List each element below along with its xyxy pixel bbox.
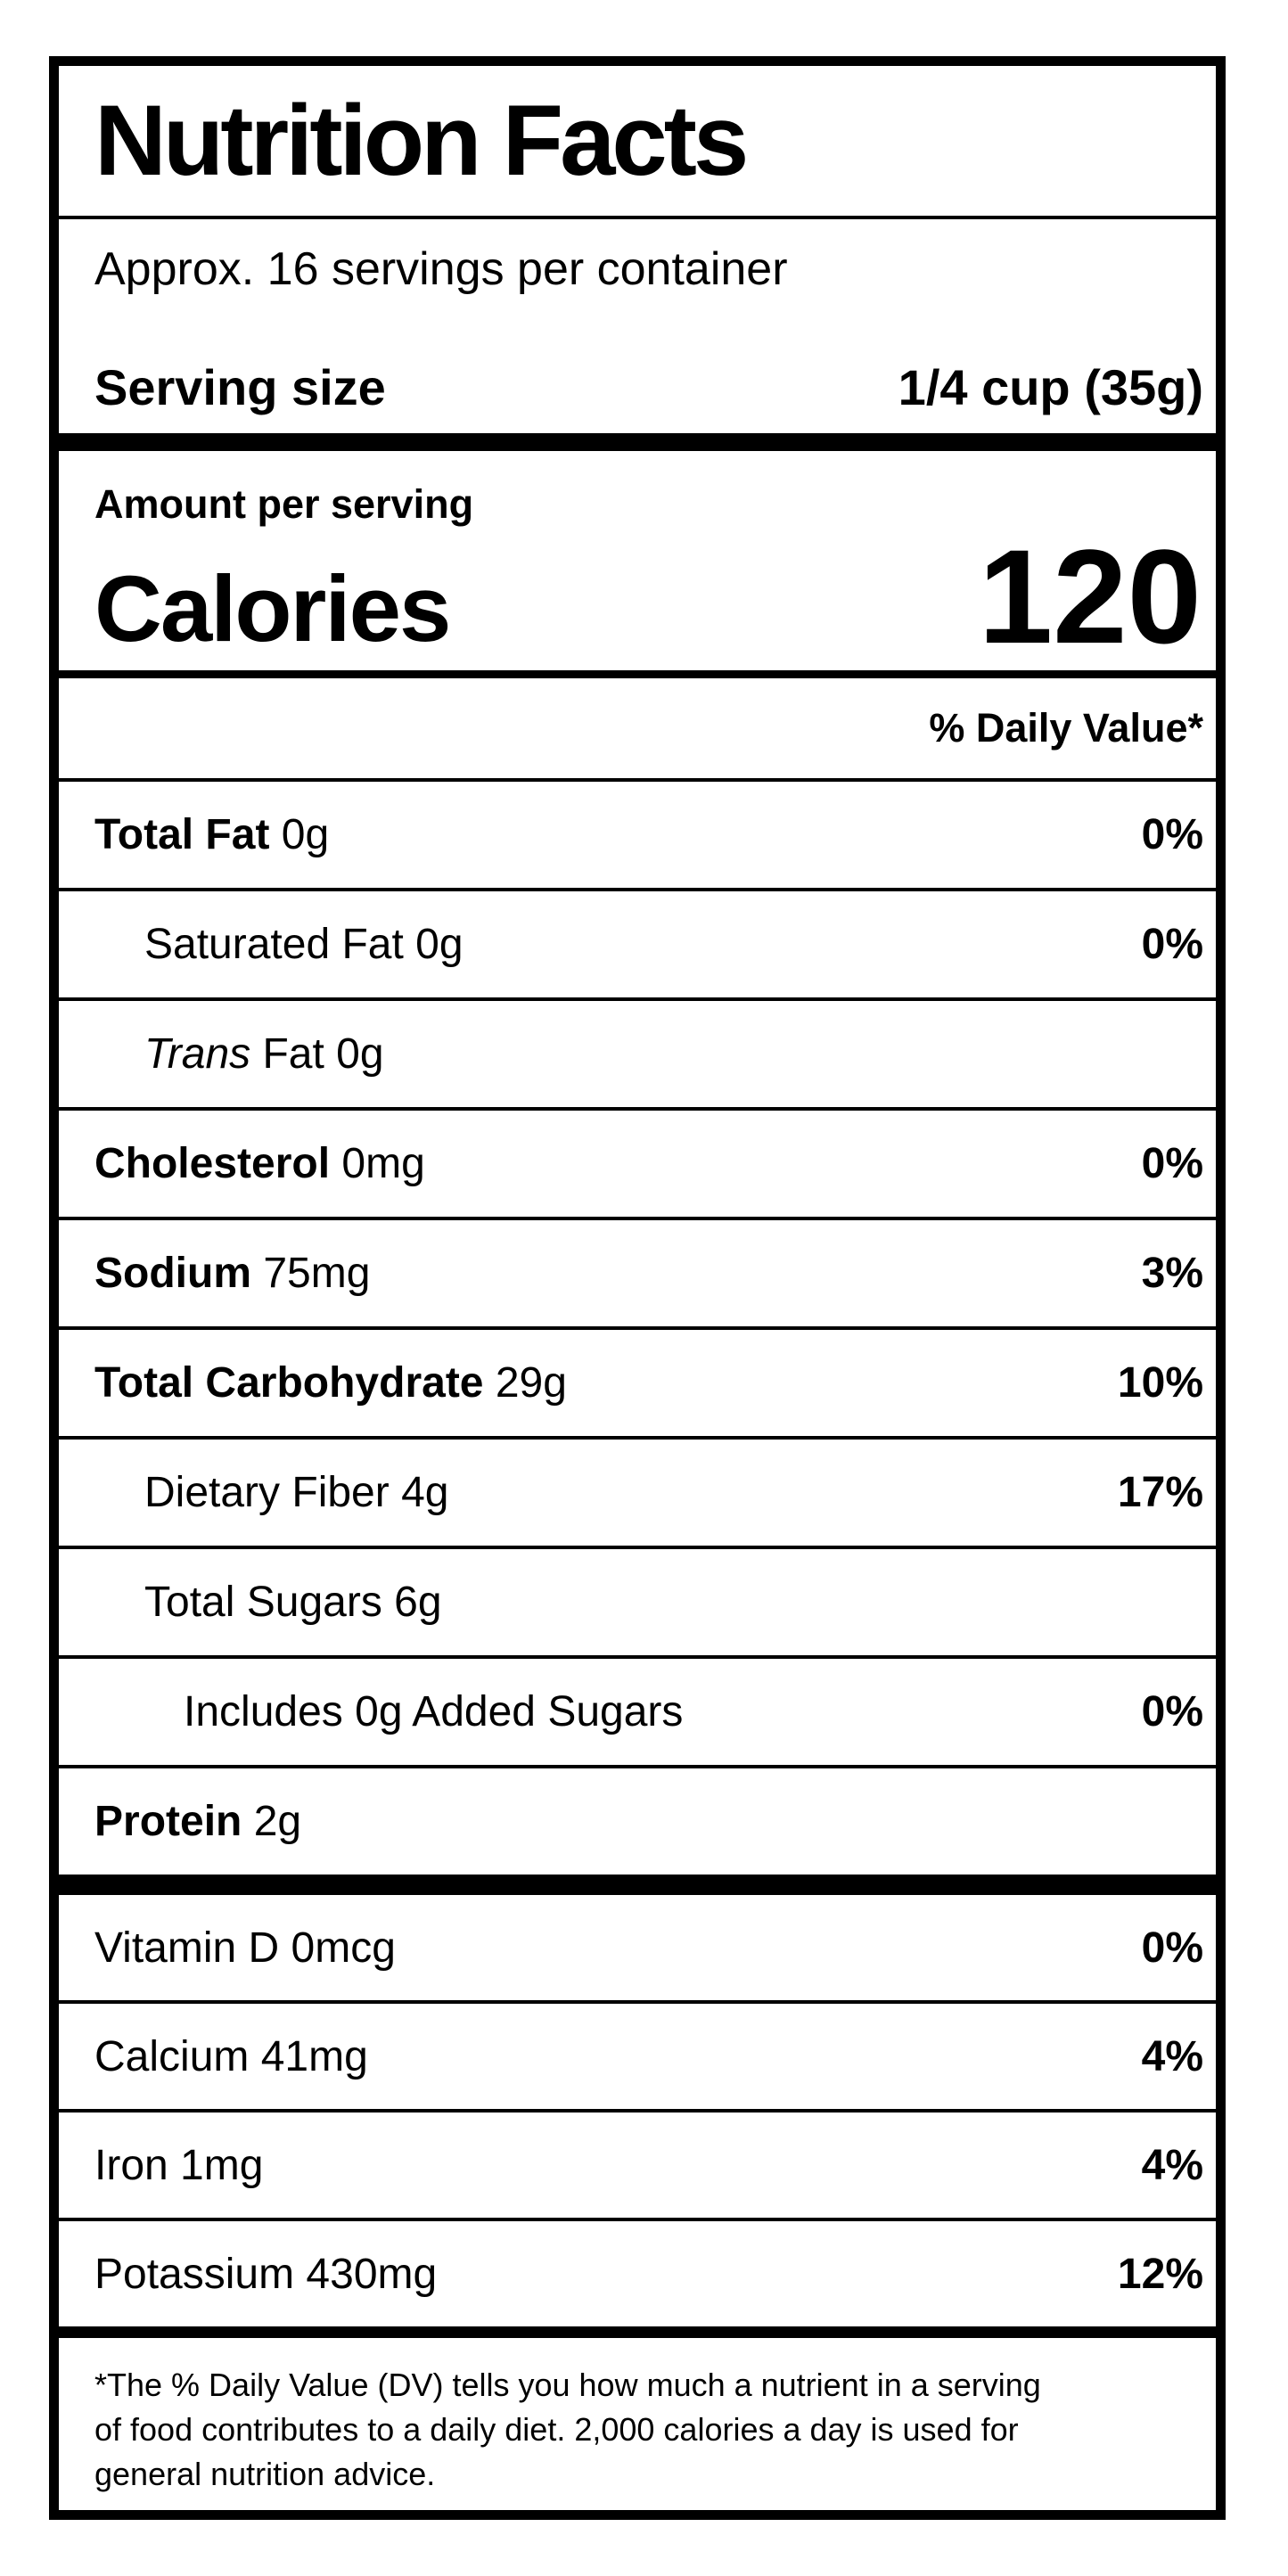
daily-value: 0% — [1141, 811, 1203, 858]
footnote-line: general nutrition advice. — [94, 2456, 436, 2492]
nutrient-amount: Calcium 41mg — [94, 2032, 368, 2080]
row-trans-fat: Trans Fat 0g — [59, 1001, 1216, 1111]
nutrient-amount: 75mg — [251, 1250, 371, 1297]
nutrient-name: Total Carbohydrate 29g — [94, 1358, 567, 1407]
row-iron: Iron 1mg 4% — [59, 2112, 1216, 2221]
nutrient-italic: Trans — [144, 1030, 251, 1078]
serving-size-label: Serving size — [94, 359, 386, 416]
row-calcium: Calcium 41mg 4% — [59, 2004, 1216, 2112]
row-total-carbohydrate: Total Carbohydrate 29g 10% — [59, 1330, 1216, 1440]
nutrient-name: Saturated Fat 0g — [94, 920, 464, 969]
nutrient-amount: 0mg — [330, 1140, 425, 1187]
daily-value: 10% — [1117, 1359, 1203, 1407]
nutrient-name: Potassium 430mg — [94, 2250, 437, 2299]
nutrient-strong: Total Carbohydrate — [94, 1359, 484, 1407]
row-dietary-fiber: Dietary Fiber 4g 17% — [59, 1440, 1216, 1549]
label-title: Nutrition Facts — [94, 85, 749, 196]
daily-value: 4% — [1141, 2141, 1203, 2189]
footnote-line: of food contributes to a daily diet. 2,0… — [94, 2411, 1019, 2448]
row-protein: Protein 2g — [59, 1768, 1216, 1875]
nutrient-name: Iron 1mg — [94, 2141, 263, 2190]
daily-value: 3% — [1141, 1250, 1203, 1297]
nutrient-name: Total Fat 0g — [94, 810, 329, 859]
nutrient-amount: Includes 0g Added Sugars — [184, 1688, 684, 1735]
nutrient-amount: Total Sugars 6g — [144, 1579, 442, 1626]
nutrition-facts-label: Nutrition Facts Approx. 16 servings per … — [49, 56, 1226, 2520]
daily-value: 12% — [1117, 2250, 1203, 2298]
nutrient-name: Trans Fat 0g — [94, 1030, 384, 1079]
footnote-line: *The % Daily Value (DV) tells you how mu… — [94, 2367, 1041, 2403]
nutrient-amount: Potassium 430mg — [94, 2250, 438, 2298]
amount-per-serving-label: Amount per serving — [94, 481, 474, 527]
nutrient-strong: Sodium — [94, 1250, 251, 1297]
nutrient-name: Protein 2g — [94, 1797, 301, 1846]
nutrient-name: Total Sugars 6g — [94, 1578, 442, 1627]
daily-value: 4% — [1141, 2032, 1203, 2080]
thick-divider-protein — [59, 1875, 1216, 1895]
nutrient-strong: Protein — [94, 1798, 242, 1845]
medium-divider-calories — [59, 670, 1216, 678]
row-potassium: Potassium 430mg 12% — [59, 2221, 1216, 2326]
row-added-sugars: Includes 0g Added Sugars 0% — [59, 1659, 1216, 1768]
serving-size-value: 1/4 cup (35g) — [898, 359, 1203, 416]
nutrient-strong: Cholesterol — [94, 1140, 331, 1187]
nutrient-amount: Vitamin D 0mcg — [94, 1924, 396, 1972]
row-sodium: Sodium 75mg 3% — [59, 1220, 1216, 1330]
row-total-fat: Total Fat 0g 0% — [59, 782, 1216, 891]
row-cholesterol: Cholesterol 0mg 0% — [59, 1111, 1216, 1220]
medium-divider-footnote — [59, 2326, 1216, 2338]
calories-label: Calories — [94, 557, 451, 661]
row-total-sugars: Total Sugars 6g — [59, 1549, 1216, 1659]
daily-value: 0% — [1141, 1140, 1203, 1187]
daily-value: 0% — [1141, 921, 1203, 968]
nutrient-name: Dietary Fiber 4g — [94, 1468, 448, 1517]
serving-size-row: Serving size 1/4 cup (35g) — [94, 360, 1203, 415]
nutrient-amount: 0g — [269, 811, 330, 858]
nutrient-amount: Iron 1mg — [94, 2141, 264, 2189]
nutrient-amount: 29g — [483, 1359, 567, 1407]
nutrient-strong: Total Fat — [94, 811, 270, 858]
thick-divider-top — [59, 433, 1216, 451]
row-saturated-fat: Saturated Fat 0g 0% — [59, 891, 1216, 1001]
nutrient-amount: 2g — [242, 1798, 302, 1845]
daily-value: 17% — [1117, 1469, 1203, 1516]
row-vitamin-d: Vitamin D 0mcg 0% — [59, 1895, 1216, 2004]
daily-value: 0% — [1141, 1688, 1203, 1735]
serving-section: Approx. 16 servings per container Servin… — [59, 219, 1216, 433]
nutrient-name: Includes 0g Added Sugars — [94, 1687, 683, 1736]
calories-section: Amount per serving Calories 120 — [59, 451, 1216, 670]
nutrient-amount: Fat 0g — [250, 1030, 384, 1078]
calories-value: 120 — [978, 521, 1202, 671]
daily-value-header: % Daily Value* — [59, 678, 1216, 782]
footnote: *The % Daily Value (DV) tells you how mu… — [59, 2338, 1216, 2510]
nutrient-name: Cholesterol 0mg — [94, 1139, 425, 1188]
daily-value: 0% — [1141, 1924, 1203, 1972]
nutrient-amount: Dietary Fiber 4g — [144, 1469, 449, 1516]
nutrient-name: Calcium 41mg — [94, 2032, 368, 2081]
nutrient-name: Sodium 75mg — [94, 1249, 370, 1298]
servings-per-container: Approx. 16 servings per container — [94, 243, 788, 295]
title-section: Nutrition Facts — [59, 66, 1216, 219]
nutrient-name: Vitamin D 0mcg — [94, 1924, 396, 1973]
nutrient-amount: Saturated Fat 0g — [144, 921, 464, 968]
